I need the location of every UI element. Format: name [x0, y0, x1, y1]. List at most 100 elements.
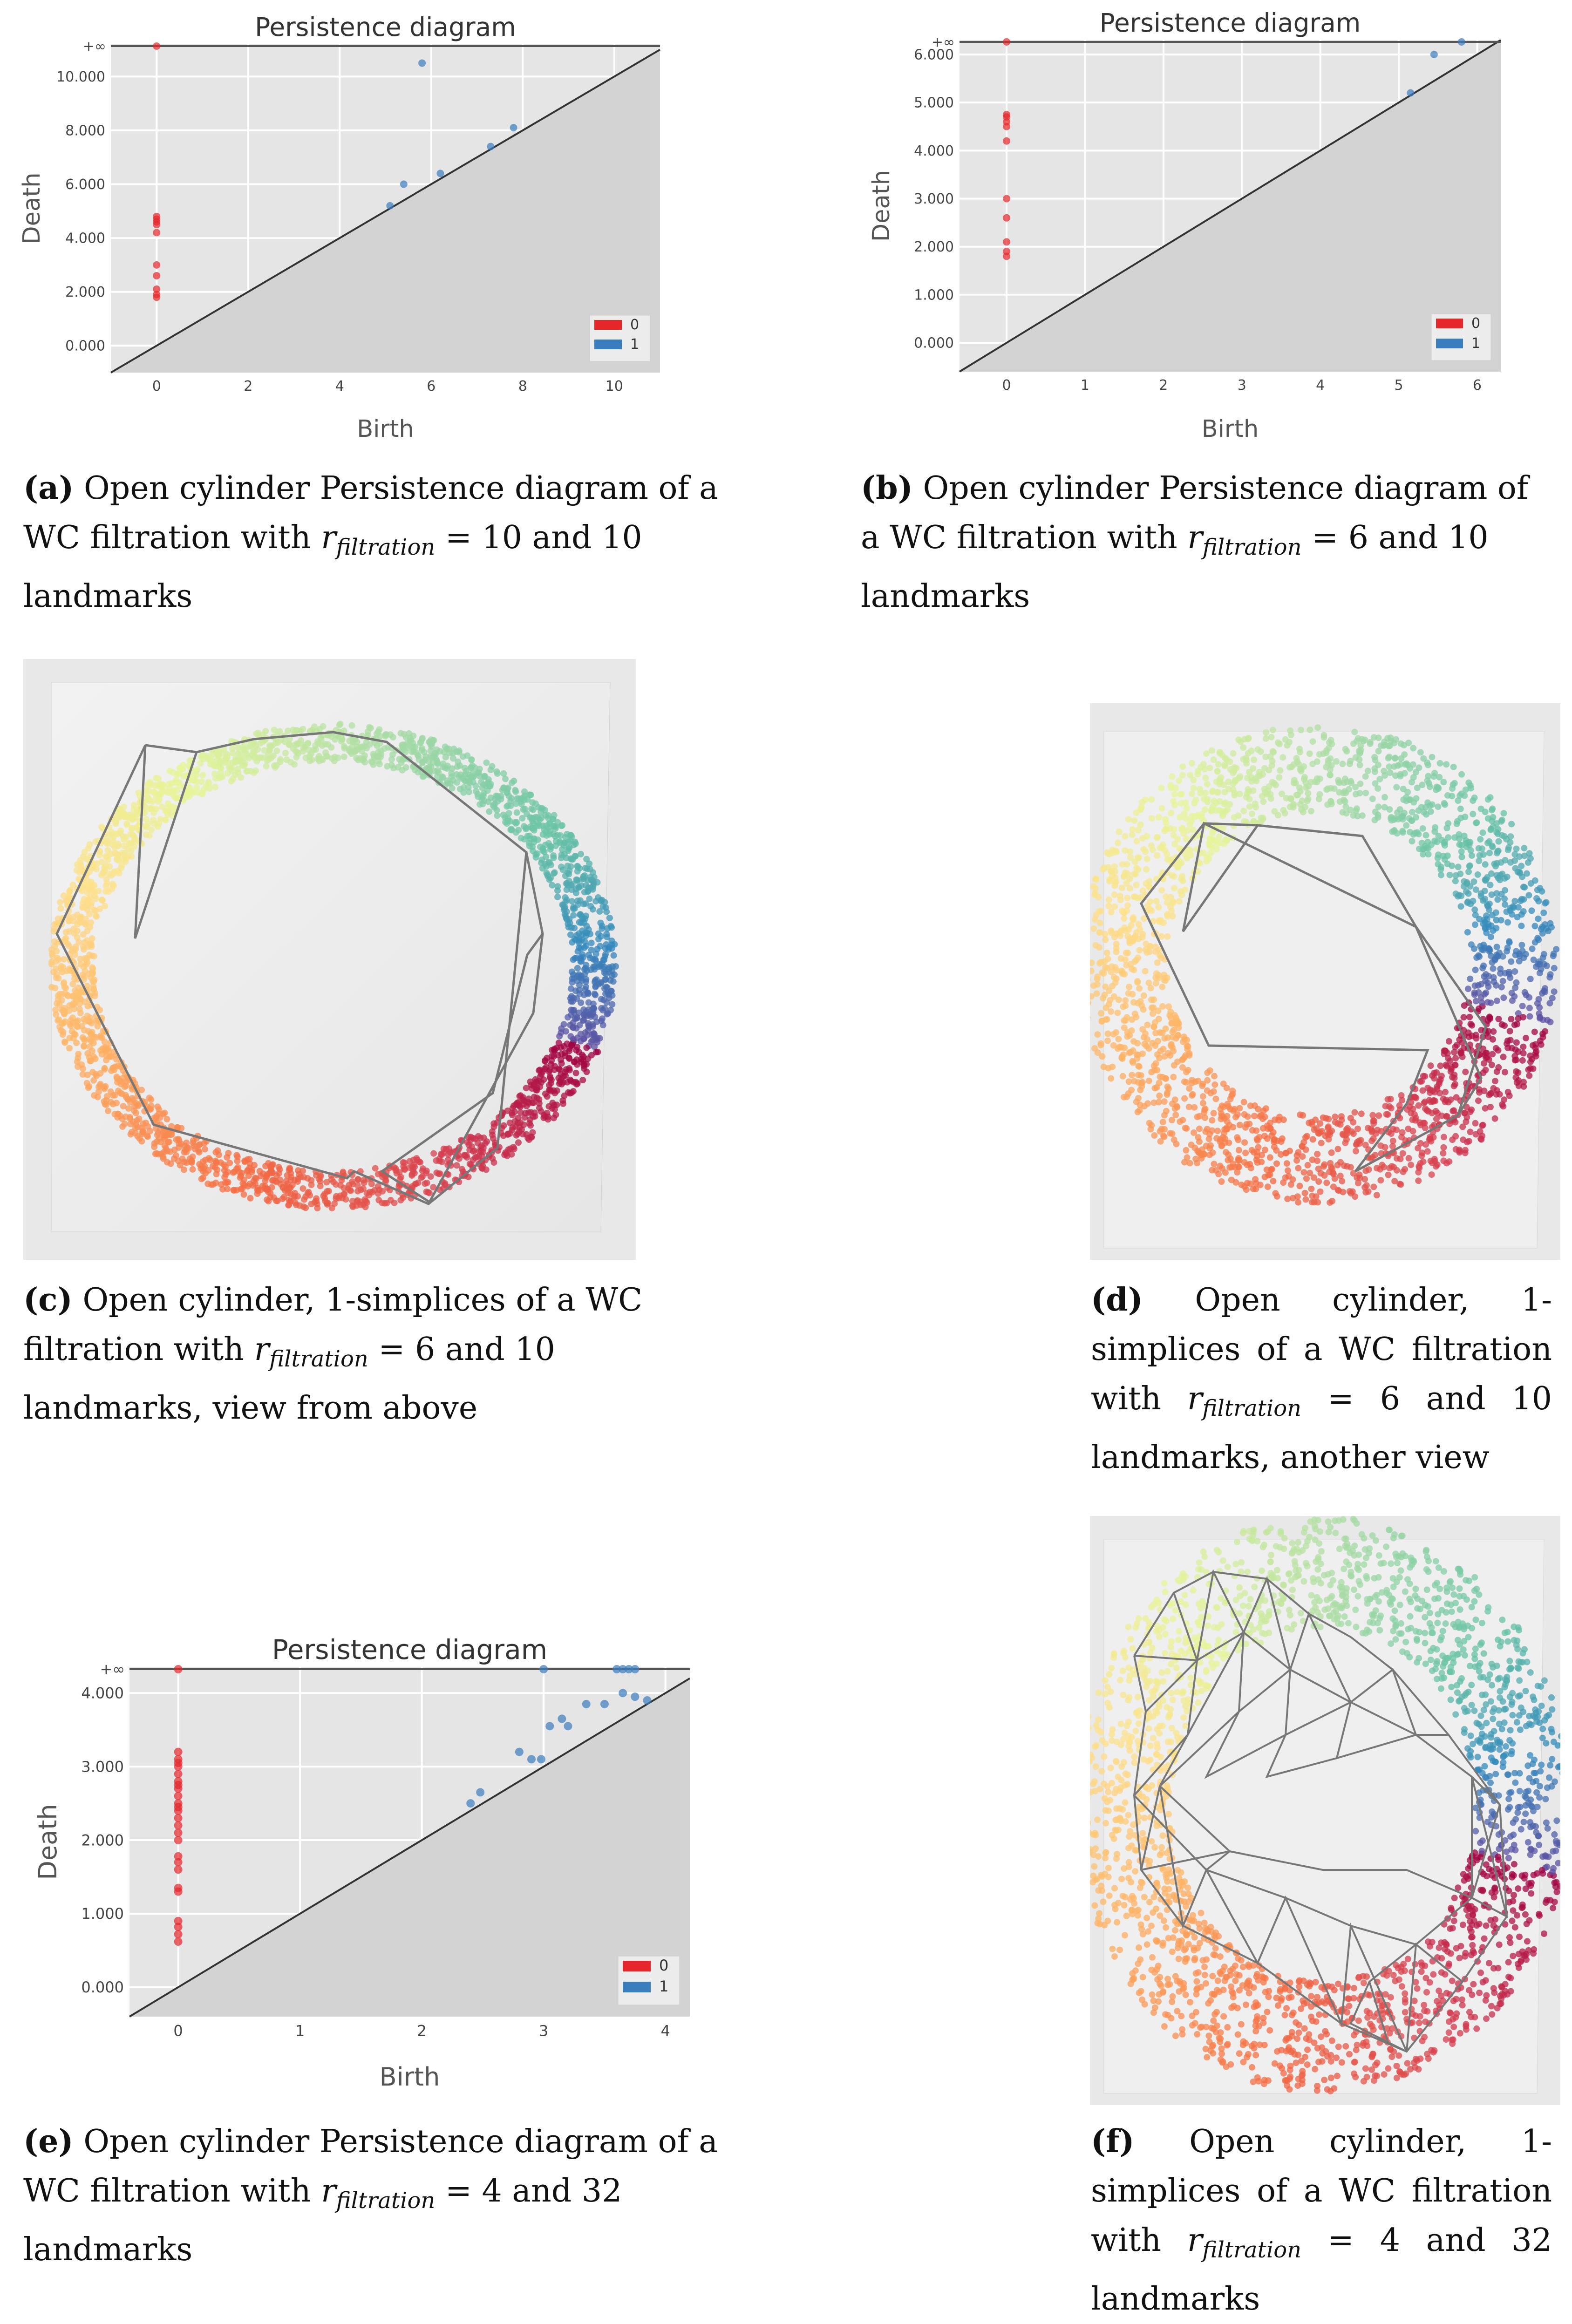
- simplex-edges-extra: [380, 852, 544, 1204]
- data-point-dim-0: [174, 1937, 183, 1946]
- data-point-dim-1: [400, 180, 408, 188]
- point-cloud: [1090, 1516, 1560, 2094]
- caption-b-sub: filtration: [1202, 534, 1302, 560]
- x-tick-label: 5: [1395, 377, 1403, 394]
- x-tick-label: 6: [427, 378, 436, 394]
- data-point-dim-1: [515, 1747, 524, 1756]
- legend-label: 1: [1471, 335, 1480, 352]
- data-point-dim-0: [153, 42, 161, 50]
- y-tick-label: 0.000: [81, 1978, 124, 1996]
- data-point-dim-0: [174, 1769, 183, 1778]
- x-tick-label: 6: [1473, 377, 1482, 394]
- simplex-edges: [55, 731, 528, 1205]
- data-point-dim-0: [174, 1777, 183, 1786]
- simplex-edges-top: [134, 745, 198, 939]
- data-point-dim-1: [582, 1699, 591, 1708]
- y-axis-label: Death: [868, 170, 895, 242]
- data-point-dim-1: [558, 1714, 566, 1723]
- x-tick-label: 4: [335, 378, 344, 394]
- legend-label: 1: [630, 336, 639, 353]
- caption-c: (c) Open cylinder, 1-simplices of a WC f…: [23, 1275, 652, 1433]
- data-point-dim-0: [174, 1883, 183, 1892]
- x-axis-label: Birth: [1202, 415, 1259, 443]
- data-point-dim-1: [631, 1692, 640, 1701]
- data-point-dim-0: [1003, 195, 1011, 203]
- data-point-dim-1: [539, 1665, 548, 1673]
- caption-e-label: (e): [23, 2123, 74, 2160]
- data-point-dim-1: [487, 143, 495, 150]
- caption-b-label: (b): [861, 469, 913, 507]
- x-tick-label: 2: [417, 2022, 426, 2040]
- data-point-dim-1: [612, 1665, 621, 1673]
- y-tick-label: 1.000: [81, 1905, 124, 1923]
- data-point-dim-1: [545, 1722, 554, 1731]
- data-point-dim-0: [174, 1792, 183, 1801]
- caption-f: (f) Open cylinder, 1-simplices of a WC f…: [1091, 2117, 1552, 2324]
- caption-e-sub: filtration: [336, 2188, 436, 2214]
- legend-swatch: [594, 340, 622, 349]
- data-point-dim-1: [1430, 50, 1438, 58]
- caption-a-sub: filtration: [336, 534, 436, 560]
- x-tick-label: 1: [1081, 377, 1089, 394]
- y-tick-label: 3.000: [81, 1758, 124, 1775]
- caption-c-r: r: [254, 1331, 270, 1368]
- caption-d-r: r: [1187, 1380, 1203, 1417]
- simplex-edges: [1133, 1569, 1509, 2053]
- caption-b-text1: Open cylinder Persistence diagram of a W…: [861, 470, 1529, 556]
- data-point-dim-1: [510, 124, 517, 132]
- data-point-dim-1: [619, 1665, 627, 1673]
- y-tick-label: 0.000: [914, 335, 954, 352]
- simplices-figure-f: [1090, 1516, 1560, 2105]
- caption-b-r: r: [1187, 519, 1203, 556]
- caption-f-text1: Open cylinder, 1-simplices of a WC filtr…: [1091, 2123, 1552, 2259]
- data-point-dim-1: [527, 1755, 536, 1764]
- legend-label: 1: [659, 1977, 668, 1995]
- caption-a: (a) Open cylinder Persistence diagram of…: [23, 463, 731, 621]
- data-point-dim-0: [1003, 110, 1011, 118]
- caption-a-r: r: [321, 519, 336, 556]
- data-point-dim-1: [386, 202, 394, 210]
- data-point-dim-0: [153, 272, 161, 279]
- y-tick-label: 2.000: [81, 1831, 124, 1849]
- caption-c-sub: filtration: [269, 1346, 368, 1372]
- x-tick-label: 2: [1159, 377, 1168, 394]
- y-tick-label: 5.000: [914, 95, 954, 111]
- axis-pane: [51, 682, 611, 1232]
- caption-f-r: r: [1187, 2222, 1203, 2259]
- data-point-dim-0: [174, 1930, 183, 1939]
- infinity-tick-label: +∞: [83, 39, 106, 55]
- data-point-dim-0: [174, 1665, 183, 1673]
- simplices-figure-c: [23, 659, 636, 1260]
- data-point-dim-0: [1003, 248, 1011, 256]
- x-tick-label: 8: [518, 378, 527, 394]
- simplex-edges: [1140, 822, 1483, 1173]
- x-axis-label: Birth: [357, 415, 414, 443]
- data-point-dim-0: [174, 1828, 183, 1837]
- data-point-dim-0: [174, 1836, 183, 1845]
- data-point-dim-0: [1003, 238, 1011, 246]
- data-point-dim-0: [174, 1852, 183, 1861]
- data-point-dim-1: [1407, 89, 1415, 97]
- y-tick-label: 8.000: [65, 122, 105, 139]
- chart-title: Persistence diagram: [272, 1634, 547, 1665]
- data-point-dim-1: [476, 1788, 485, 1797]
- data-point-dim-0: [174, 1821, 183, 1830]
- y-tick-label: 10.000: [56, 69, 105, 85]
- diagonal-line: [110, 48, 661, 374]
- x-tick-label: 0: [1002, 377, 1011, 394]
- x-tick-label: 0: [152, 378, 161, 394]
- x-axis-label: Birth: [380, 2062, 440, 2092]
- y-tick-label: 6.000: [65, 177, 105, 193]
- caption-d-sub: filtration: [1202, 1395, 1302, 1421]
- data-point-dim-1: [418, 59, 426, 67]
- y-tick-label: 0.000: [65, 338, 105, 354]
- chart-title: Persistence diagram: [1100, 8, 1361, 38]
- data-point-dim-0: [1003, 214, 1011, 222]
- infinity-tick-label: +∞: [932, 34, 955, 51]
- caption-f-sub: filtration: [1202, 2237, 1302, 2263]
- caption-f-text2: = 4 and 32 landmarks: [1091, 2222, 1552, 2317]
- caption-d-label: (d): [1091, 1281, 1143, 1318]
- caption-d-text2: = 6 and 10 landmarks, another view: [1091, 1380, 1552, 1476]
- x-tick-label: 3: [1238, 377, 1246, 394]
- legend-swatch: [623, 1961, 651, 1971]
